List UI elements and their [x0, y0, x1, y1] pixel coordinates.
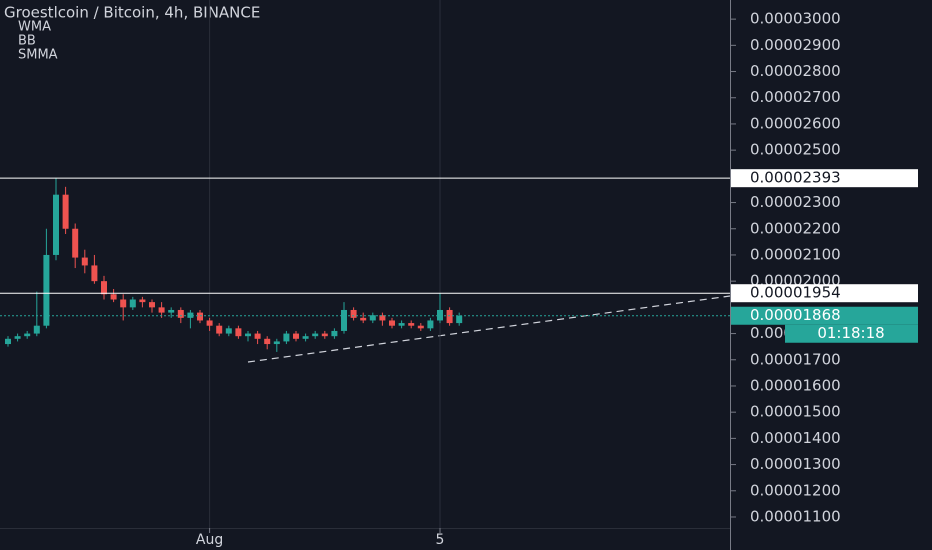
- candle-body: [379, 315, 386, 321]
- y-tick-label: 0.00001700: [750, 350, 841, 368]
- candle-body: [245, 333, 251, 337]
- y-tick-label: 0.00002800: [750, 62, 841, 80]
- candle-body: [360, 317, 367, 321]
- y-tick-label: 0.00002100: [750, 245, 841, 263]
- candle-body: [427, 320, 434, 329]
- y-tick-label: 0.00001300: [750, 455, 841, 473]
- candle-body: [139, 299, 146, 303]
- candle-body: [43, 254, 50, 326]
- candle-body: [187, 312, 194, 318]
- candle-body: [417, 325, 424, 329]
- candle-body: [129, 299, 136, 308]
- y-tick-label: 0.00001600: [750, 376, 841, 394]
- indicator-label: SMMA: [18, 48, 58, 63]
- candle-body: [446, 309, 453, 324]
- x-tick-label: Aug: [196, 532, 223, 548]
- y-tick-label: 0.00001100: [750, 507, 841, 525]
- candle-body: [14, 336, 21, 339]
- candle-body: [321, 333, 328, 337]
- candle-body: [158, 307, 165, 313]
- y-tick-label: 0.00002900: [750, 36, 841, 54]
- candle-body: [110, 294, 117, 300]
- last-price-label: 0.00001868: [750, 306, 841, 324]
- last-price-box: [731, 306, 918, 325]
- candle-body: [350, 309, 357, 318]
- y-tick-label: 0.00002700: [750, 88, 841, 106]
- price-label: 0.00002393: [750, 169, 841, 187]
- candle-body: [331, 330, 338, 337]
- candle-body: [168, 309, 175, 313]
- candle-body: [273, 341, 280, 345]
- candle-body: [254, 333, 261, 339]
- candle-body: [369, 315, 376, 321]
- candle-body: [408, 323, 415, 326]
- x-tick-label: 5: [436, 532, 445, 548]
- candle-body: [101, 281, 107, 295]
- y-tick-label: 0.00001500: [750, 403, 841, 421]
- candle-body: [283, 333, 290, 342]
- candle-body: [264, 338, 271, 345]
- candle-body: [197, 312, 203, 321]
- candle-body: [437, 309, 443, 321]
- candle-body: [206, 320, 213, 326]
- candle-body: [5, 338, 11, 345]
- candle-body: [341, 309, 347, 331]
- candle-body: [225, 328, 232, 334]
- y-tick-label: 0.00002200: [750, 219, 841, 237]
- candle-body: [302, 336, 309, 339]
- candle-body: [389, 320, 395, 326]
- candle-body: [177, 309, 184, 318]
- y-tick-label: 0.00003000: [750, 10, 841, 28]
- indicator-label: BB: [18, 34, 36, 49]
- candle-body: [120, 299, 127, 308]
- y-tick-label: 0.00001200: [750, 481, 841, 499]
- price-label-box: [731, 284, 918, 303]
- candle-body: [312, 333, 319, 337]
- candle-body: [81, 257, 88, 266]
- y-tick-label: 0.00002300: [750, 193, 841, 211]
- candle-body: [91, 265, 98, 282]
- y-tick-label: 0.00001400: [750, 429, 841, 447]
- price-label: 0.00001954: [750, 284, 841, 302]
- candle-body: [293, 333, 299, 339]
- indicator-label: WMA: [18, 20, 51, 35]
- candle-body: [24, 333, 31, 337]
- candle-body: [235, 328, 242, 337]
- candle-body: [216, 325, 223, 334]
- countdown-label: 01:18:18: [817, 324, 884, 342]
- chart-title: Groestlcoin / Bitcoin, 4h, BINANCE: [4, 4, 260, 22]
- candle-body: [62, 194, 69, 229]
- y-tick-label: 0.00002600: [750, 114, 841, 132]
- candle-body: [149, 302, 155, 308]
- candle-body: [398, 323, 405, 326]
- y-tick-label: 0.00002500: [750, 141, 841, 159]
- price-label-box: [731, 169, 918, 188]
- candle-body: [72, 228, 79, 258]
- trendline: [247, 295, 731, 363]
- candle-body: [33, 325, 40, 334]
- countdown-box: [785, 324, 918, 343]
- candle-body: [53, 194, 59, 255]
- candle-body: [456, 315, 463, 324]
